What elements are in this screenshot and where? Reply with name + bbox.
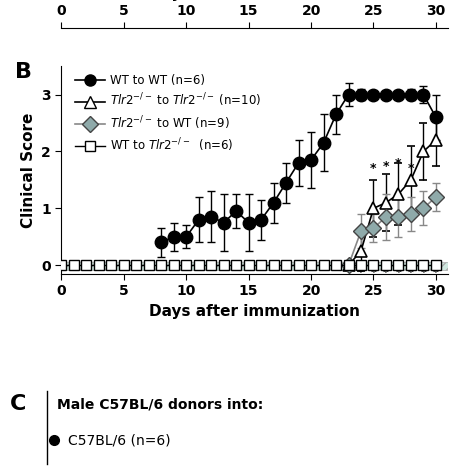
Text: *: * <box>383 160 389 173</box>
Text: *: * <box>408 268 414 278</box>
Y-axis label: Clinical Score: Clinical Score <box>21 112 36 228</box>
Text: *: * <box>370 162 377 175</box>
Text: *: * <box>421 268 426 278</box>
X-axis label: Days after immunization: Days after immunization <box>149 304 361 319</box>
Text: *: * <box>358 228 364 241</box>
Text: Male C57BL/6 donors into:: Male C57BL/6 donors into: <box>57 397 263 411</box>
Text: *: * <box>396 268 401 278</box>
Legend: WT to WT (n=6), $\it{Tlr2}^{-/-}$ to $\it{Tlr2}^{-/-}$ (n=10), $\it{Tlr2}^{-/-}$: WT to WT (n=6), $\it{Tlr2}^{-/-}$ to $\i… <box>75 74 262 154</box>
Text: *: * <box>370 228 377 241</box>
Bar <box>61 262 448 270</box>
Text: B: B <box>15 62 32 82</box>
Text: *: * <box>346 268 352 278</box>
Text: *: * <box>408 162 414 175</box>
Text: C: C <box>9 394 26 414</box>
Text: *: * <box>371 268 377 278</box>
Text: *: * <box>358 268 364 278</box>
Text: C57BL/6 (n=6): C57BL/6 (n=6) <box>68 434 171 448</box>
Text: *: * <box>383 268 389 278</box>
Text: *: * <box>395 157 402 169</box>
Text: *: * <box>433 268 439 278</box>
X-axis label: Days after immunization: Days after immunization <box>149 0 361 1</box>
